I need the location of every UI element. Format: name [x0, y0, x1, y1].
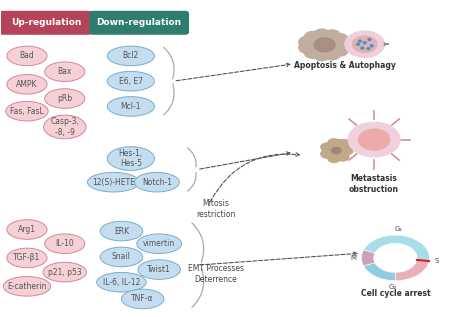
Ellipse shape — [100, 221, 143, 241]
Ellipse shape — [138, 260, 181, 279]
Ellipse shape — [7, 248, 47, 268]
Circle shape — [341, 146, 353, 155]
Text: p21, p53: p21, p53 — [48, 268, 82, 277]
Circle shape — [352, 36, 377, 52]
Circle shape — [304, 31, 321, 43]
Text: Apoptosis & Autophagy: Apoptosis & Autophagy — [294, 61, 396, 70]
Ellipse shape — [45, 89, 85, 108]
Text: Snail: Snail — [112, 252, 131, 262]
Text: pRb: pRb — [57, 94, 73, 103]
Ellipse shape — [45, 234, 85, 254]
Text: E6, E7: E6, E7 — [119, 77, 143, 86]
Circle shape — [299, 42, 316, 54]
Text: TNF-α: TNF-α — [131, 294, 154, 303]
Text: AMPK: AMPK — [16, 80, 38, 89]
Text: Hes-1,
Hes-5: Hes-1, Hes-5 — [119, 149, 143, 168]
Text: Fas, FasL: Fas, FasL — [10, 107, 44, 116]
Circle shape — [321, 150, 333, 158]
Text: S: S — [434, 258, 438, 264]
Ellipse shape — [7, 220, 47, 239]
Text: 12(S)-HETE: 12(S)-HETE — [92, 178, 135, 187]
Ellipse shape — [87, 172, 139, 192]
Text: Mcl-1: Mcl-1 — [120, 102, 141, 111]
Ellipse shape — [7, 46, 47, 66]
Text: Twist1: Twist1 — [147, 265, 171, 274]
Ellipse shape — [45, 62, 85, 81]
Wedge shape — [361, 250, 375, 266]
Text: Metastasis
obstruction: Metastasis obstruction — [349, 174, 399, 194]
Text: vimertin: vimertin — [143, 239, 175, 248]
Circle shape — [337, 140, 349, 149]
Circle shape — [332, 147, 341, 154]
Ellipse shape — [44, 115, 86, 139]
Ellipse shape — [7, 74, 47, 94]
Wedge shape — [395, 261, 429, 281]
Ellipse shape — [107, 71, 155, 91]
Circle shape — [323, 30, 340, 41]
Circle shape — [331, 34, 348, 45]
Text: EMT Processes
Deterrence: EMT Processes Deterrence — [188, 264, 244, 284]
Ellipse shape — [6, 101, 48, 121]
Text: ERK: ERK — [114, 227, 129, 236]
Circle shape — [313, 49, 330, 61]
Circle shape — [356, 43, 359, 45]
Wedge shape — [395, 261, 429, 281]
Circle shape — [368, 39, 371, 41]
Circle shape — [361, 47, 364, 49]
Circle shape — [348, 122, 400, 157]
Circle shape — [367, 48, 370, 50]
Circle shape — [337, 153, 349, 161]
Circle shape — [345, 31, 384, 57]
Ellipse shape — [97, 272, 146, 292]
Text: IL-6, IL-12: IL-6, IL-12 — [103, 278, 140, 287]
Circle shape — [331, 45, 348, 56]
Wedge shape — [364, 235, 429, 262]
Ellipse shape — [43, 262, 86, 282]
Ellipse shape — [107, 147, 155, 170]
Circle shape — [321, 143, 333, 151]
Text: M: M — [351, 255, 356, 261]
Text: E-catherin: E-catherin — [7, 282, 46, 291]
Circle shape — [328, 154, 340, 162]
Ellipse shape — [121, 289, 164, 309]
Text: G₂: G₂ — [389, 284, 397, 290]
Circle shape — [370, 45, 373, 47]
Text: Bax: Bax — [57, 67, 72, 76]
Ellipse shape — [3, 276, 51, 296]
Wedge shape — [364, 263, 395, 281]
Text: Arg1: Arg1 — [18, 225, 36, 234]
Circle shape — [299, 36, 316, 48]
Circle shape — [313, 29, 330, 41]
Text: Bad: Bad — [19, 51, 34, 61]
Text: G₁: G₁ — [395, 226, 403, 232]
Ellipse shape — [100, 247, 143, 267]
Circle shape — [358, 129, 390, 150]
Ellipse shape — [137, 234, 182, 254]
Circle shape — [363, 42, 366, 44]
Text: Casp-3,
-8, -9: Casp-3, -8, -9 — [50, 117, 79, 137]
Text: Mitosis
restriction: Mitosis restriction — [196, 199, 236, 219]
Ellipse shape — [107, 97, 155, 116]
Text: Cell cycle arrest: Cell cycle arrest — [361, 288, 430, 298]
Text: Notch-1: Notch-1 — [142, 178, 172, 187]
Text: Bcl2: Bcl2 — [123, 51, 139, 61]
Ellipse shape — [107, 46, 155, 66]
FancyBboxPatch shape — [0, 11, 92, 35]
Circle shape — [334, 39, 351, 50]
Text: Down-regulation: Down-regulation — [97, 18, 182, 27]
Text: IL-10: IL-10 — [55, 239, 74, 248]
Circle shape — [328, 139, 340, 147]
Text: TGF-β1: TGF-β1 — [13, 253, 41, 262]
Ellipse shape — [135, 172, 179, 192]
FancyBboxPatch shape — [89, 11, 189, 35]
Circle shape — [304, 47, 321, 58]
Circle shape — [314, 38, 335, 52]
Circle shape — [323, 49, 340, 60]
Circle shape — [358, 40, 361, 42]
Text: Up-regulation: Up-regulation — [11, 18, 81, 27]
